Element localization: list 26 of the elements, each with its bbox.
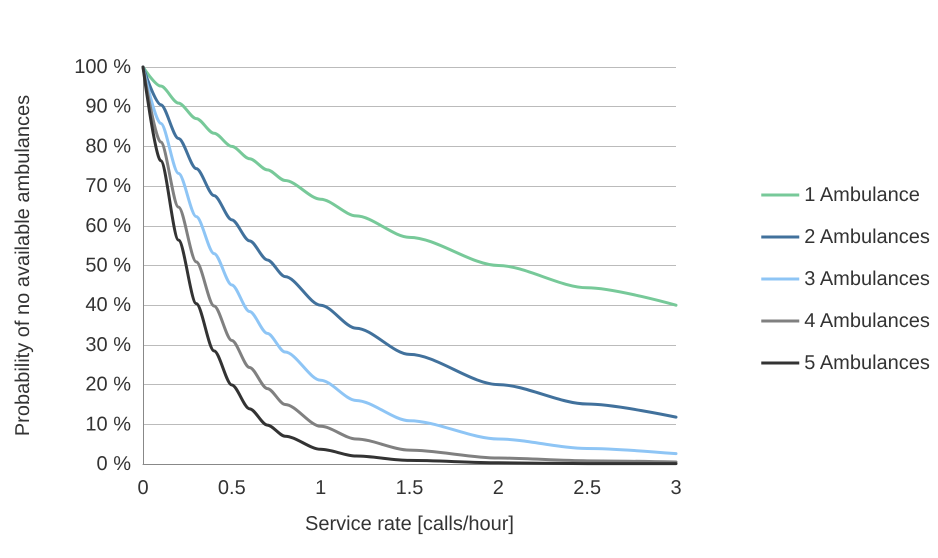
legend-label: 4 Ambulances — [804, 310, 930, 332]
y-tick-label: 70 % — [85, 175, 132, 198]
y-tick-label: 60 % — [85, 214, 132, 237]
line-series — [142, 66, 678, 307]
x-tick-label: 3 — [670, 477, 682, 499]
x-tick-label: 1 — [315, 477, 326, 499]
y-tick-label: 0 % — [96, 453, 132, 475]
legend-label: 2 Ambulances — [804, 226, 930, 248]
y-tick-label: 30 % — [85, 334, 132, 356]
y-tick-label: 20 % — [85, 374, 132, 396]
y-tick-label: 80 % — [85, 135, 132, 158]
y-tick-label: 10 % — [85, 413, 132, 436]
x-tick-label: 0 — [137, 477, 149, 499]
y-axis-title: Probability of no available ambulances — [12, 94, 34, 436]
y-tick-label: 90 % — [85, 96, 132, 118]
x-tick-label: 1.5 — [396, 477, 424, 499]
y-tick-label: 40 % — [85, 294, 132, 316]
legend-label: 5 Ambulances — [804, 352, 930, 374]
x-tick-label: 2.5 — [573, 477, 602, 499]
y-tick-label: 50 % — [85, 254, 132, 276]
x-tick-label: 0.5 — [218, 477, 246, 499]
y-tick-label: 100 % — [74, 56, 132, 78]
x-tick-label: 2 — [492, 477, 504, 499]
x-axis-title: Service rate [calls/hour] — [305, 513, 514, 535]
legend-label: 3 Ambulances — [804, 268, 930, 290]
legend-label: 1 Ambulance — [804, 184, 920, 206]
